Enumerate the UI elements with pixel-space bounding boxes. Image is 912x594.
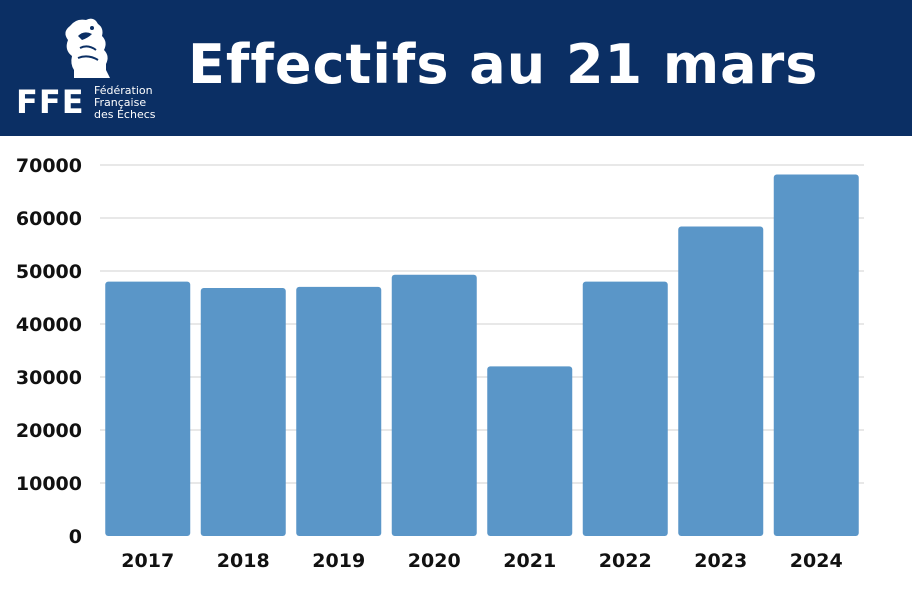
logo-name-line-2: Française — [94, 96, 147, 109]
bar-2023 — [678, 226, 764, 536]
logo-name: Fédération Française des Échecs — [94, 85, 156, 121]
bar-chart: 0 10000 20000 30000 40000 50000 60000 70000 201… — [16, 155, 864, 572]
y-tick-label: 70000 — [16, 155, 82, 177]
x-tick-label-2023: 2023 — [694, 550, 747, 572]
page-title: Effectifs au 21 mars — [188, 33, 819, 96]
bar-2017 — [105, 281, 191, 536]
y-tick-label: 40000 — [16, 314, 82, 336]
bar-2022 — [582, 281, 668, 536]
bar-2020 — [391, 274, 477, 536]
y-tick-label: 50000 — [16, 261, 82, 283]
bar-2021 — [487, 366, 573, 536]
y-tick-label: 30000 — [16, 367, 82, 389]
rooster-chess-knight-icon — [65, 18, 110, 79]
y-tick-label: 60000 — [16, 208, 82, 230]
y-tick-label: 0 — [69, 526, 82, 548]
bars — [105, 174, 859, 536]
y-tick-label: 10000 — [16, 473, 82, 495]
x-tick-label-2018: 2018 — [217, 550, 270, 572]
y-axis-ticks: 0 10000 20000 30000 40000 50000 60000 70000 — [16, 155, 82, 548]
ffe-logo: FFE Fédération Française des Échecs — [14, 14, 164, 124]
x-tick-label-2017: 2017 — [121, 550, 174, 572]
logo-name-line-1: Fédération — [94, 84, 153, 97]
logo-name-line-3: des Échecs — [94, 108, 156, 121]
bar-2024 — [773, 174, 859, 536]
x-tick-label-2024: 2024 — [790, 550, 843, 572]
x-tick-label-2020: 2020 — [408, 550, 461, 572]
y-tick-label: 20000 — [16, 420, 82, 442]
x-tick-label-2022: 2022 — [599, 550, 652, 572]
x-axis-ticks: 2017 2018 2019 2020 2021 2022 2023 2024 — [121, 550, 842, 572]
header-banner: FFE Fédération Française des Échecs Effe… — [0, 0, 912, 136]
x-tick-label-2021: 2021 — [503, 550, 556, 572]
bar-2019 — [296, 286, 382, 536]
logo-acronym: FFE — [16, 83, 85, 121]
x-tick-label-2019: 2019 — [312, 550, 365, 572]
bar-2018 — [200, 287, 286, 536]
